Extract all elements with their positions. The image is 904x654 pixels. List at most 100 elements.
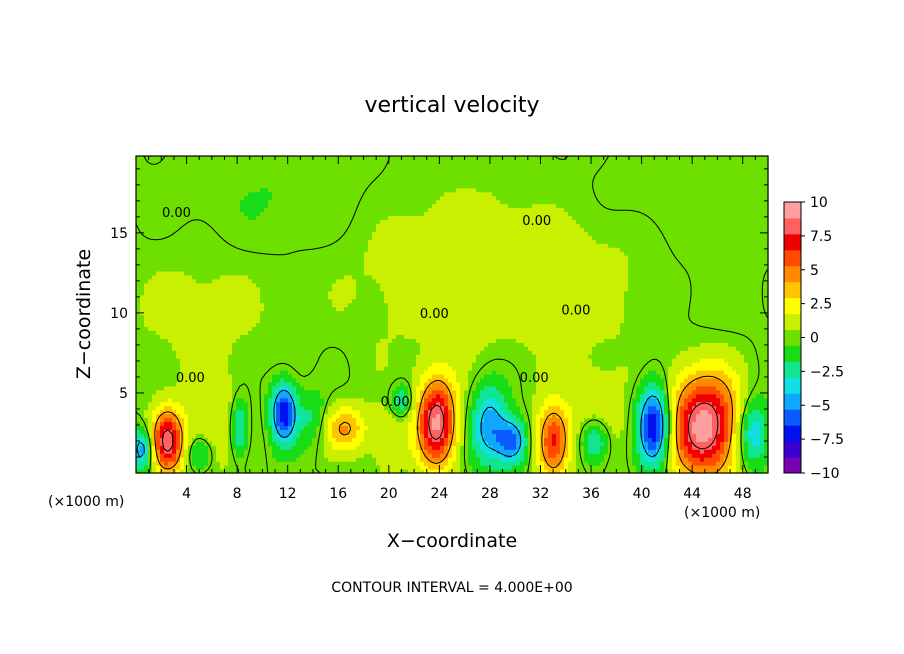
heat-cell (148, 346, 153, 351)
heat-cell (160, 393, 165, 399)
heat-cell (420, 409, 425, 415)
heat-cell (528, 417, 533, 423)
heat-cell (340, 449, 345, 454)
heat-cell (240, 413, 245, 419)
heat-cell (592, 397, 597, 403)
heat-cell (176, 429, 181, 434)
heat-cell (696, 461, 701, 466)
heat-cell (640, 381, 645, 387)
heat-cell (408, 397, 413, 403)
heat-cell (340, 377, 345, 383)
heat-cell (628, 417, 633, 423)
heat-cell (228, 441, 233, 446)
heat-cell (360, 425, 365, 431)
heat-cell (652, 362, 657, 367)
heat-cell (616, 358, 621, 363)
heat-cell (672, 417, 677, 423)
heat-cell (752, 358, 757, 363)
heat-cell (212, 373, 217, 379)
heat-cell (332, 465, 337, 470)
heat-cell (684, 354, 689, 359)
heat-cell (368, 381, 373, 387)
heat-cell (244, 425, 249, 431)
heat-cell (568, 417, 573, 423)
heat-cell (736, 465, 741, 470)
heat-cell (376, 429, 381, 434)
heat-cell (724, 362, 729, 367)
heat-cell (168, 350, 173, 355)
heat-cell (500, 445, 505, 450)
heat-cell (492, 433, 497, 438)
heat-cell (388, 457, 393, 462)
heat-cell (452, 449, 457, 454)
heat-cell (464, 441, 469, 446)
heat-cell (352, 449, 357, 454)
heat-cell (604, 421, 609, 427)
heat-cell (184, 405, 189, 411)
heat-cell (388, 369, 393, 375)
heat-cell (276, 453, 281, 458)
heat-cell (684, 362, 689, 367)
heat-cell (352, 354, 357, 359)
heat-cell (736, 461, 741, 466)
heat-cell (620, 373, 625, 379)
heat-cell (628, 433, 633, 438)
heat-cell (140, 358, 145, 363)
heat-cell (580, 441, 585, 446)
heat-cell (264, 362, 269, 367)
heat-cell (440, 465, 445, 470)
heat-cell (344, 433, 349, 438)
heat-cell (592, 409, 597, 415)
heat-cell (388, 381, 393, 387)
heat-cell (432, 469, 437, 474)
heat-cell (612, 409, 617, 415)
heat-cell (260, 362, 265, 367)
heat-cell (708, 381, 713, 387)
heat-cell (208, 381, 213, 387)
heat-cell (524, 393, 529, 399)
heat-cell (524, 469, 529, 474)
heat-cell (448, 377, 453, 383)
heat-cell (256, 385, 261, 391)
heat-cell (236, 354, 241, 359)
heat-cell (660, 441, 665, 446)
heat-cell (524, 346, 529, 351)
heat-cell (332, 346, 337, 351)
heat-cell (408, 354, 413, 359)
heat-cell (748, 413, 753, 419)
heat-cell (568, 401, 573, 407)
heat-cell (496, 433, 501, 438)
heat-cell (464, 350, 469, 355)
heat-cell (364, 457, 369, 462)
heat-cell (520, 421, 525, 427)
heat-cell (200, 441, 205, 446)
heat-cell (420, 433, 425, 438)
heat-cell (656, 381, 661, 387)
heat-cell (212, 445, 217, 450)
heat-cell (256, 445, 261, 450)
heat-cell (424, 421, 429, 427)
heat-cell (736, 441, 741, 446)
heat-cell (200, 346, 205, 351)
heat-cell (660, 381, 665, 387)
heat-cell (292, 377, 297, 383)
heat-cell (464, 393, 469, 399)
heat-cell (756, 453, 761, 458)
heat-cell (600, 429, 605, 434)
heat-cell (508, 354, 513, 359)
heat-cell (676, 413, 681, 419)
heat-cell (244, 465, 249, 470)
heat-cell (448, 346, 453, 351)
heat-cell (372, 457, 377, 462)
heat-cell (184, 377, 189, 383)
heat-cell (236, 373, 241, 379)
heat-cell (612, 354, 617, 359)
heat-cell (752, 465, 757, 470)
heat-cell (420, 425, 425, 431)
heat-cell (224, 377, 229, 383)
heat-cell (604, 409, 609, 415)
heat-cell (436, 381, 441, 387)
heat-cell (324, 429, 329, 434)
heat-cell (292, 389, 297, 395)
heat-cell (448, 362, 453, 367)
